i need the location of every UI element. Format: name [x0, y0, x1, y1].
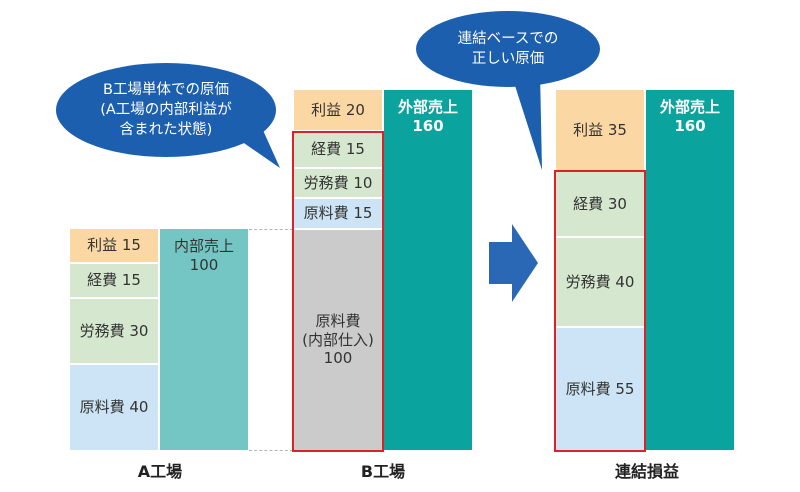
factory-b-label: B工場 — [360, 462, 406, 481]
consolidated-materials: 原料費 55 — [556, 328, 644, 450]
consolidated-label: 連結損益 — [614, 462, 679, 481]
left-bubble-text: B工場単体での原価 (A工場の内部利益が 含まれた状態) — [100, 81, 232, 139]
consolidated-labor: 労務費 40 — [556, 238, 644, 326]
connector-top — [249, 229, 293, 230]
factory-b-external-sales: 外部売上 160 — [384, 90, 472, 450]
factory-a-labor: 労務費 30 — [70, 299, 158, 363]
factory-b-expenses: 経費 15 — [294, 132, 382, 167]
factory-b-internal-purchase: 原料費 (内部仕入) 100 — [294, 230, 382, 450]
left-bubble-shape — [56, 63, 280, 168]
right-bubble-text: 連結ベースでの 正しい原価 — [457, 30, 559, 67]
consolidated-external-sales: 外部売上 160 — [646, 90, 734, 450]
consolidated-expenses: 経費 30 — [556, 172, 644, 236]
factory-b-materials: 原料費 15 — [294, 199, 382, 228]
consolidated-profit: 利益 35 — [556, 90, 644, 170]
connector-bottom — [249, 450, 293, 451]
factory-a-materials: 原料費 40 — [70, 365, 158, 450]
factory-a-profit: 利益 15 — [70, 229, 158, 262]
factory-a-internal-sales: 内部売上 100 — [160, 229, 248, 450]
factory-b-profit: 利益 20 — [294, 90, 382, 130]
factory-b-labor: 労務費 10 — [294, 169, 382, 197]
right-bubble-shape — [416, 11, 600, 170]
right-arrow-icon — [489, 224, 538, 302]
factory-a-label: A工場 — [137, 462, 183, 481]
factory-a-expenses: 経費 15 — [70, 264, 158, 297]
